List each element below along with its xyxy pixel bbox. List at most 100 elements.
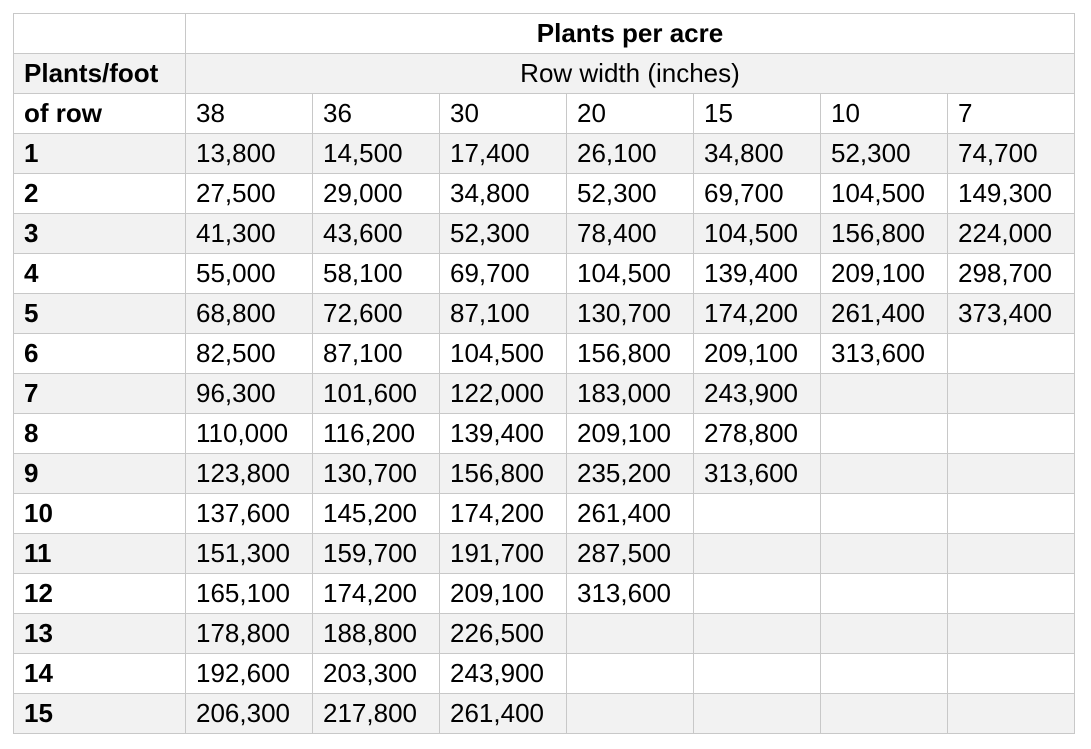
table-cell: 29,000 xyxy=(312,173,440,214)
table-cell: 278,800 xyxy=(693,413,821,454)
table-cell: 261,400 xyxy=(439,693,567,734)
row-label: 4 xyxy=(13,253,186,294)
table-cell: 188,800 xyxy=(312,613,440,654)
table-row: 1 13,800 14,500 17,400 26,100 34,800 52,300 74,… xyxy=(13,133,1075,174)
table-row: 8 110,000 116,200 139,400 209,100 278,800 xyxy=(13,413,1075,454)
column-header: 38 xyxy=(185,93,313,134)
table-cell: 27,500 xyxy=(185,173,313,214)
table-cell: 156,800 xyxy=(439,453,567,494)
table-cell xyxy=(947,613,1075,654)
column-header: 7 xyxy=(947,93,1075,134)
table-cell: 192,600 xyxy=(185,653,313,694)
table-row: 12 165,100 174,200 209,100 313,600 xyxy=(13,573,1075,614)
table-cell: 104,500 xyxy=(439,333,567,374)
table-cell: 101,600 xyxy=(312,373,440,414)
table-cell xyxy=(820,653,948,694)
table-cell: 261,400 xyxy=(820,293,948,334)
table-cell: 145,200 xyxy=(312,493,440,534)
table-cell xyxy=(947,693,1075,734)
row-label: 10 xyxy=(13,493,186,534)
table-cell xyxy=(566,613,694,654)
corner-cell xyxy=(13,13,186,54)
table-cell: 116,200 xyxy=(312,413,440,454)
row-label: 8 xyxy=(13,413,186,454)
table-row: 14 192,600 203,300 243,900 xyxy=(13,653,1075,694)
title-row: Plants per acre xyxy=(13,13,1075,54)
table-cell: 82,500 xyxy=(185,333,313,374)
table-cell: 224,000 xyxy=(947,213,1075,254)
table-cell: 209,100 xyxy=(439,573,567,614)
table-row: 3 41,300 43,600 52,300 78,400 104,500 156,800 2… xyxy=(13,213,1075,254)
table-cell xyxy=(820,613,948,654)
row-label: 9 xyxy=(13,453,186,494)
table-row: 7 96,300 101,600 122,000 183,000 243,900 xyxy=(13,373,1075,414)
table-cell: 243,900 xyxy=(693,373,821,414)
table-cell: 34,800 xyxy=(439,173,567,214)
table-cell xyxy=(820,373,948,414)
table-cell xyxy=(566,653,694,694)
table-row: 4 55,000 58,100 69,700 104,500 139,400 209,100… xyxy=(13,253,1075,294)
table-cell: 69,700 xyxy=(693,173,821,214)
table-cell xyxy=(947,453,1075,494)
subtitle-row: Plants/foot Row width (inches) xyxy=(13,53,1075,94)
table-cell: 139,400 xyxy=(693,253,821,294)
row-label: 15 xyxy=(13,693,186,734)
table-cell xyxy=(947,493,1075,534)
table-cell: 58,100 xyxy=(312,253,440,294)
column-header: 10 xyxy=(820,93,948,134)
table-title: Plants per acre xyxy=(185,13,1075,54)
table-cell: 156,800 xyxy=(820,213,948,254)
table-cell: 159,700 xyxy=(312,533,440,574)
table-cell: 52,300 xyxy=(820,133,948,174)
table-cell xyxy=(820,693,948,734)
table-cell xyxy=(693,533,821,574)
table-cell: 206,300 xyxy=(185,693,313,734)
table-cell xyxy=(566,693,694,734)
table-row: 5 68,800 72,600 87,100 130,700 174,200 261,400… xyxy=(13,293,1075,334)
row-label: 12 xyxy=(13,573,186,614)
column-header: 30 xyxy=(439,93,567,134)
table-cell xyxy=(693,573,821,614)
table-row: 9 123,800 130,700 156,800 235,200 313,600 xyxy=(13,453,1075,494)
row-label: 6 xyxy=(13,333,186,374)
table-cell: 130,700 xyxy=(566,293,694,334)
table-cell: 209,100 xyxy=(820,253,948,294)
table-cell: 123,800 xyxy=(185,453,313,494)
table-cell: 165,100 xyxy=(185,573,313,614)
column-header-row: of row 38 36 30 20 15 10 7 xyxy=(13,93,1075,134)
row-label: 13 xyxy=(13,613,186,654)
row-header-line2: of row xyxy=(13,93,186,134)
table-cell: 87,100 xyxy=(439,293,567,334)
table-cell: 235,200 xyxy=(566,453,694,494)
table-cell: 34,800 xyxy=(693,133,821,174)
table-cell: 104,500 xyxy=(566,253,694,294)
table-cell: 137,600 xyxy=(185,493,313,534)
table-cell: 104,500 xyxy=(820,173,948,214)
table-cell: 156,800 xyxy=(566,333,694,374)
table-row: 15 206,300 217,800 261,400 xyxy=(13,693,1075,734)
table-cell: 178,800 xyxy=(185,613,313,654)
table-cell xyxy=(693,613,821,654)
table-cell: 209,100 xyxy=(693,333,821,374)
table-cell xyxy=(820,453,948,494)
table-subtitle: Row width (inches) xyxy=(185,53,1075,94)
table-cell: 261,400 xyxy=(566,493,694,534)
table-cell: 55,000 xyxy=(185,253,313,294)
table-row: 2 27,500 29,000 34,800 52,300 69,700 104,500 14… xyxy=(13,173,1075,214)
table-cell: 74,700 xyxy=(947,133,1075,174)
table-cell: 313,600 xyxy=(693,453,821,494)
table-cell: 69,700 xyxy=(439,253,567,294)
table-cell: 151,300 xyxy=(185,533,313,574)
table-cell xyxy=(947,573,1075,614)
table-cell: 174,200 xyxy=(312,573,440,614)
table-cell: 14,500 xyxy=(312,133,440,174)
table-cell: 13,800 xyxy=(185,133,313,174)
table-cell: 17,400 xyxy=(439,133,567,174)
table-cell xyxy=(947,653,1075,694)
table-cell: 373,400 xyxy=(947,293,1075,334)
row-label: 5 xyxy=(13,293,186,334)
table-cell: 130,700 xyxy=(312,453,440,494)
column-header: 15 xyxy=(693,93,821,134)
table-cell: 110,000 xyxy=(185,413,313,454)
table-cell xyxy=(947,373,1075,414)
